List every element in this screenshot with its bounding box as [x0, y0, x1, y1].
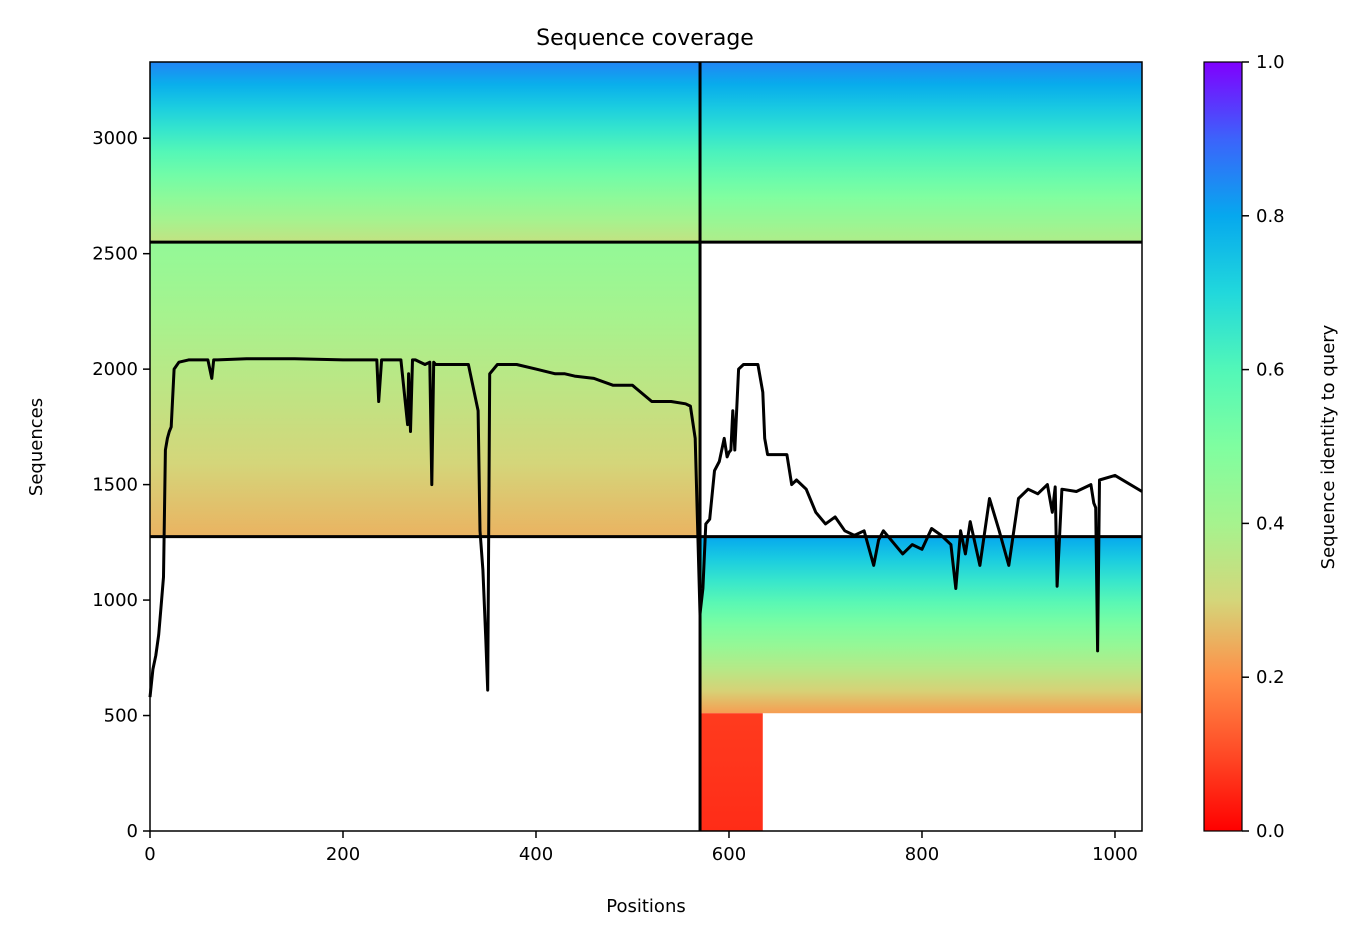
block-dividers: [150, 62, 1142, 831]
y-tick-label: 1500: [92, 475, 138, 496]
coverage-line-layer: [148, 357, 1143, 698]
x-tick-label: 400: [519, 844, 553, 865]
colorbar-tick-label: 0.0: [1256, 821, 1285, 842]
colorbar-label: Sequence identity to query: [1318, 324, 1339, 569]
x-tick-label: 200: [326, 844, 360, 865]
x-tick-label: 600: [712, 844, 746, 865]
y-tick-label: 0: [127, 821, 138, 842]
colorbar-ticks: 0.0 0.2 0.4 0.6 0.8 1.0: [1242, 52, 1285, 842]
colorbar-tick-label: 0.2: [1256, 667, 1285, 688]
y-tick-label: 3000: [92, 128, 138, 149]
y-axis-label: Sequences: [26, 398, 47, 496]
colorbar-tick-label: 0.6: [1256, 360, 1285, 381]
y-tick-label: 1000: [92, 590, 138, 611]
x-tick-label: 0: [144, 844, 155, 865]
coverage-heatmap: [150, 62, 1142, 831]
x-tick-label: 1000: [1092, 844, 1138, 865]
colorbar-tick-label: 1.0: [1256, 52, 1285, 73]
coverage-block: [150, 62, 701, 243]
plot-frame: [149, 61, 1143, 832]
x-axis-label: Positions: [606, 896, 685, 917]
coverage-block: [700, 713, 763, 831]
coverage-block: [700, 536, 1142, 714]
y-tick-label: 500: [104, 706, 138, 727]
chart-title: Sequence coverage: [536, 26, 754, 51]
colorbar-tick-label: 0.4: [1256, 513, 1285, 534]
colorbar: [1203, 61, 1243, 832]
colorbar-tick-label: 0.8: [1256, 206, 1285, 227]
y-tick-label: 2500: [92, 244, 138, 265]
coverage-line: [148, 357, 1143, 698]
x-axis: 0 200 400 600 800 1000: [144, 831, 1138, 865]
y-axis: 0 500 1000 1500 2000 2500 3000: [92, 128, 150, 842]
coverage-block: [150, 242, 701, 537]
x-tick-label: 800: [905, 844, 939, 865]
y-tick-label: 2000: [92, 359, 138, 380]
coverage-block: [700, 62, 1142, 243]
